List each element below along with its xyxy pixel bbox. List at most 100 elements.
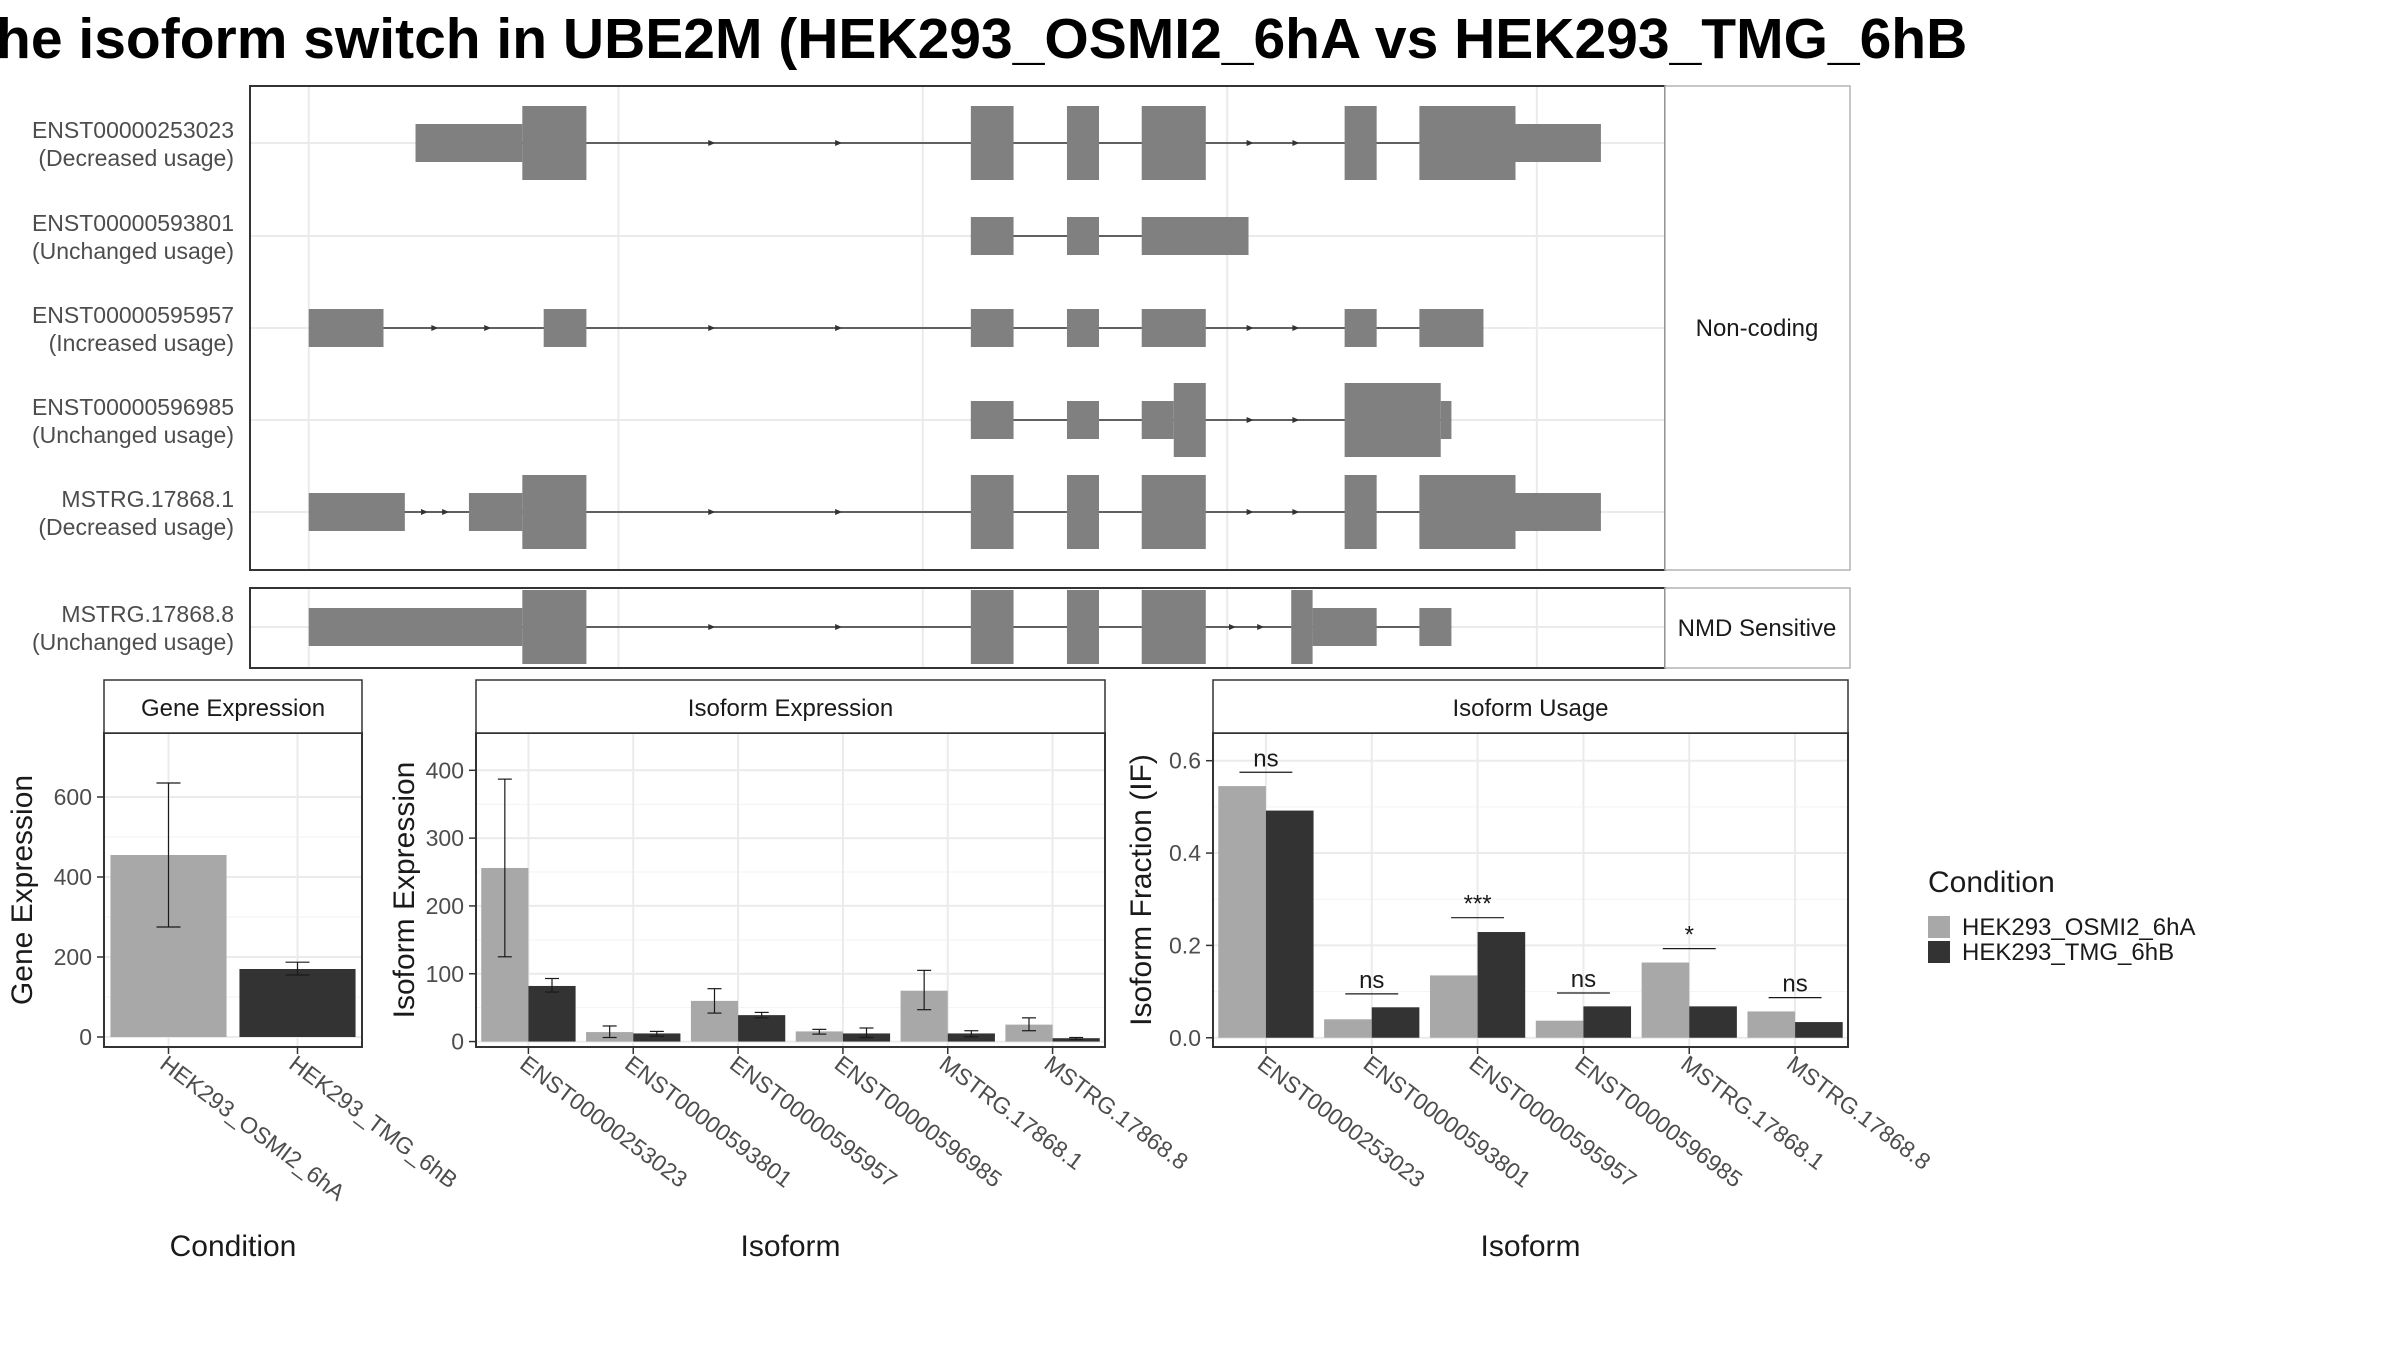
chart-panel: Isoform Expression 0 100 200 300 400 ENST00000… — [388, 679, 1193, 1263]
y-tick-label: 600 — [54, 784, 92, 810]
intron-arrow — [484, 325, 492, 331]
intron-arrow — [708, 325, 716, 331]
coding-exon — [522, 590, 587, 664]
facet-strip — [103, 679, 363, 734]
transcript-usage-label: (Decreased usage) — [38, 145, 234, 171]
intron-arrow — [1292, 325, 1300, 331]
chart-panel: Gene Expression0200400600HEK293_OSMI2_6h… — [6, 679, 462, 1263]
intron-arrow — [431, 325, 439, 331]
utr-exon — [415, 124, 523, 162]
y-tick-label: 0.6 — [1169, 748, 1201, 774]
coding-exon — [1419, 106, 1516, 180]
transcript-id-label: ENST00000593801 — [32, 210, 234, 236]
intron-arrow — [1228, 624, 1236, 630]
coding-exon — [1141, 475, 1206, 549]
transcript-row — [415, 106, 1601, 180]
y-tick-label: 400 — [54, 864, 92, 890]
utr-exon — [1066, 401, 1099, 439]
bar — [738, 1015, 786, 1042]
y-tick-label: 0 — [451, 1029, 464, 1055]
x-axis-title: Isoform — [740, 1230, 840, 1263]
transcript-row — [308, 475, 1601, 549]
panel-strip-label: Non-coding — [1696, 315, 1819, 342]
y-axis-title: Gene Expression — [6, 775, 39, 1005]
intron-arrow — [442, 509, 450, 515]
bar — [528, 985, 576, 1042]
bar — [1747, 1011, 1796, 1038]
utr-exon — [1419, 309, 1484, 347]
y-axis-title: Isoform Expression — [388, 762, 421, 1019]
y-tick-label: 300 — [426, 825, 464, 851]
transcript-row — [308, 309, 1484, 347]
intron-arrow — [1246, 509, 1254, 515]
panel-strip — [1664, 85, 1851, 571]
legend-title: Condition — [1928, 866, 2055, 899]
significance-label: ns — [1571, 966, 1596, 993]
utr-exon — [970, 217, 1014, 255]
coding-exon — [1066, 475, 1099, 549]
facet-strip — [1212, 679, 1849, 734]
panel-strip-label: NMD Sensitive — [1678, 615, 1837, 642]
intron-arrow — [420, 509, 428, 515]
bar — [947, 1033, 995, 1042]
utr-exon — [308, 309, 384, 347]
y-tick-label: 0.4 — [1169, 840, 1201, 866]
utr-exon — [1141, 309, 1206, 347]
y-axis-title: Isoform Fraction (IF) — [1125, 754, 1158, 1026]
coding-exon — [1344, 383, 1441, 457]
intron-arrow — [835, 624, 843, 630]
utr-exon — [308, 493, 405, 531]
x-tick-label: ENST00000593801 — [620, 1050, 797, 1192]
legend-item-label: HEK293_OSMI2_6hA — [1962, 914, 2195, 941]
intron-arrow — [1257, 624, 1265, 630]
coding-exon — [1141, 590, 1206, 664]
bar — [633, 1033, 681, 1042]
intron-arrow — [835, 140, 843, 146]
utr-exon — [1515, 493, 1601, 531]
coding-exon — [970, 590, 1014, 664]
coding-exon — [1344, 475, 1377, 549]
coding-exon — [522, 106, 587, 180]
intron-arrow — [1292, 140, 1300, 146]
expression-charts: Gene Expression0200400600HEK293_OSMI2_6h… — [6, 679, 1936, 1263]
transcript-usage-label: (Unchanged usage) — [32, 422, 234, 448]
transcript-usage-label: (Increased usage) — [49, 330, 234, 356]
coding-exon — [1419, 475, 1516, 549]
utr-exon — [1141, 217, 1249, 255]
legend-swatch — [1928, 916, 1950, 938]
bar — [1218, 786, 1266, 1038]
significance-label: ns — [1253, 745, 1278, 772]
figure-title: he isoform switch in UBE2M (HEK293_OSMI2… — [0, 7, 1967, 71]
transcript-id-label: ENST00000595957 — [32, 302, 234, 328]
bar — [1324, 1019, 1372, 1038]
utr-exon — [543, 309, 587, 347]
transcript-row — [970, 217, 1249, 255]
significance-label: ns — [1782, 971, 1807, 998]
utr-exon — [468, 493, 523, 531]
transcript-id-label: ENST00000596985 — [32, 394, 234, 420]
coding-exon — [1173, 383, 1206, 457]
utr-exon — [970, 309, 1014, 347]
utr-exon — [1141, 401, 1174, 439]
bar — [1795, 1022, 1843, 1038]
transcript-id-label: MSTRG.17868.1 — [61, 486, 234, 512]
utr-exon — [1312, 608, 1377, 646]
intron-arrow — [1292, 417, 1300, 423]
utr-exon — [1419, 608, 1452, 646]
legend-swatch — [1928, 941, 1950, 963]
transcript-id-label: ENST00000253023 — [32, 117, 234, 143]
y-tick-label: 400 — [426, 757, 464, 783]
coding-exon — [1141, 106, 1206, 180]
y-tick-label: 200 — [426, 893, 464, 919]
bar — [1641, 962, 1690, 1038]
utr-exon — [308, 608, 523, 646]
x-tick-label: ENST00000253023 — [515, 1050, 692, 1192]
intron-arrow — [1292, 509, 1300, 515]
facet-strip — [475, 679, 1106, 734]
bar — [1535, 1020, 1584, 1038]
intron-arrow — [835, 509, 843, 515]
utr-exon — [1440, 401, 1452, 439]
